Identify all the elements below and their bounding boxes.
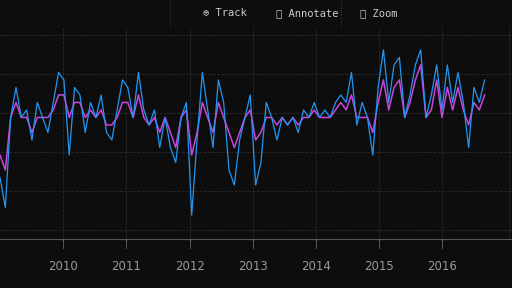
Text: 2014: 2014 (301, 260, 331, 273)
Text: 2011: 2011 (112, 260, 141, 273)
Text: 2012: 2012 (175, 260, 205, 273)
Text: 2010: 2010 (48, 260, 78, 273)
Text: ⁄ Annotate: ⁄ Annotate (276, 8, 338, 18)
Text: ⊕ Track: ⊕ Track (203, 8, 247, 18)
Text: 2015: 2015 (365, 260, 394, 273)
Text: 2016: 2016 (428, 260, 457, 273)
Text: 🔍 Zoom: 🔍 Zoom (360, 8, 398, 18)
Text: 2013: 2013 (238, 260, 268, 273)
